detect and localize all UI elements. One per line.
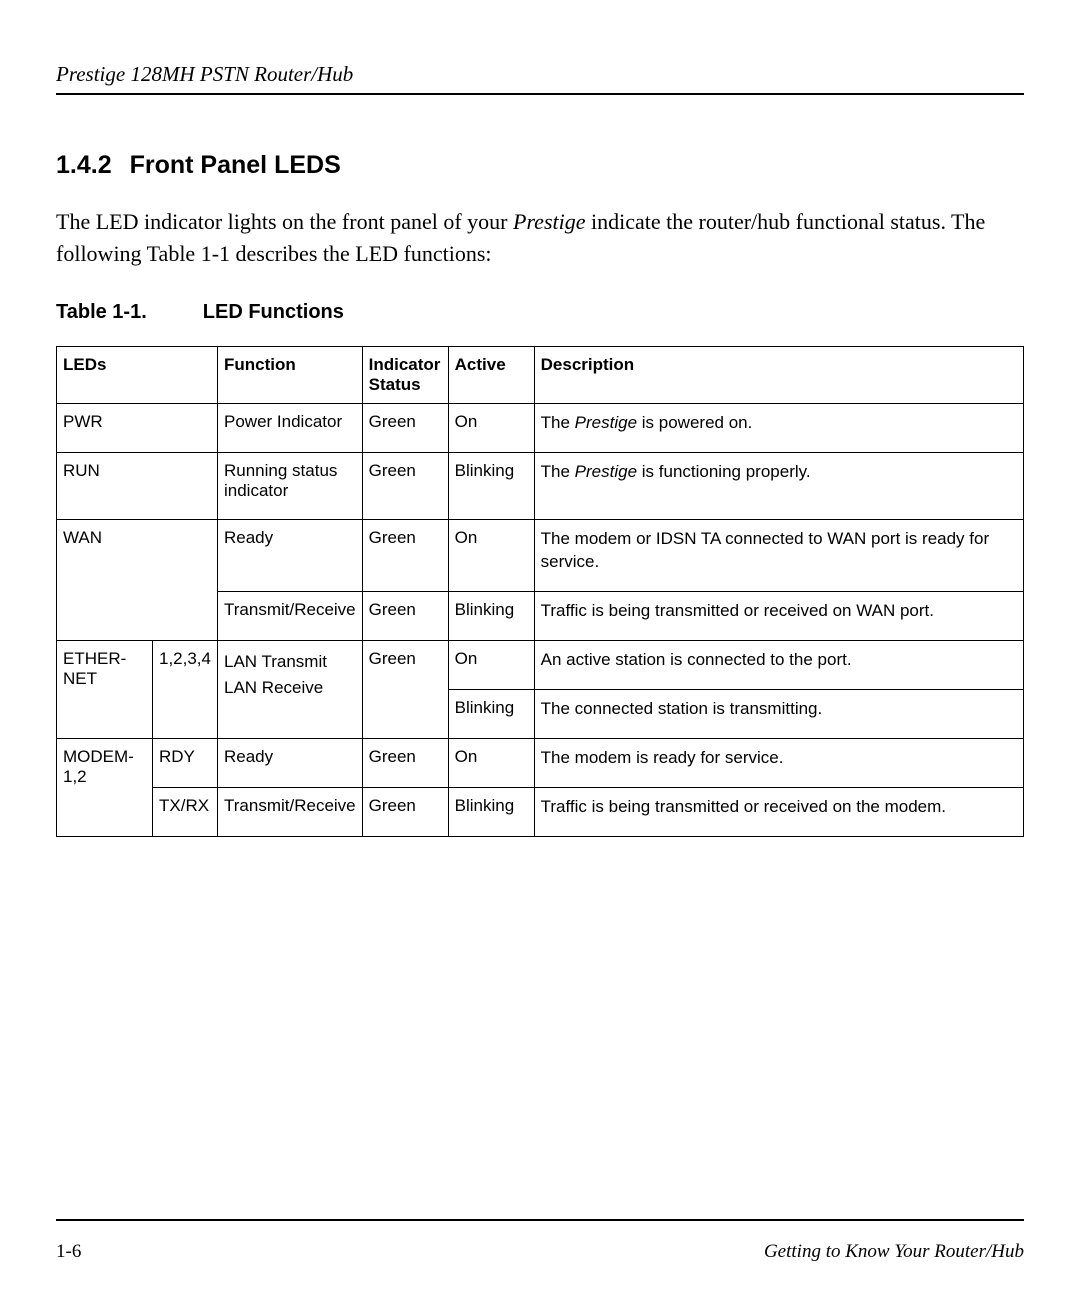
cell-indicator: Green <box>362 591 448 640</box>
cell-description: The Prestige is functioning properly. <box>534 453 1023 520</box>
cell-description: Traffic is being transmitted or received… <box>534 788 1023 837</box>
cell-active: Blinking <box>448 591 534 640</box>
table-row: WAN Ready Green On The modem or IDSN TA … <box>57 520 1024 591</box>
cell-function: Ready <box>218 738 363 787</box>
cell-led: RUN <box>57 453 218 520</box>
cell-description: The Prestige is powered on. <box>534 404 1023 453</box>
cell-led-sub: 1,2,3,4 <box>153 640 218 738</box>
cell-active: On <box>448 738 534 787</box>
cell-led: PWR <box>57 404 218 453</box>
cell-indicator: Green <box>362 788 448 837</box>
page-number: 1-6 <box>56 1241 81 1263</box>
section-title: Front Panel LEDS <box>130 151 341 179</box>
col-indicator: Indicator Status <box>362 347 448 404</box>
body-italic: Prestige <box>513 209 586 234</box>
table-caption-number: Table 1-1. <box>56 301 147 324</box>
table-row: TX/RX Transmit/Receive Green Blinking Tr… <box>57 788 1024 837</box>
cell-active: On <box>448 520 534 591</box>
col-description: Description <box>534 347 1023 404</box>
table-caption-title: LED Functions <box>203 301 344 323</box>
led-functions-table: LEDs Function Indicator Status Active De… <box>56 346 1024 837</box>
cell-description: The modem is ready for service. <box>534 738 1023 787</box>
cell-active: Blinking <box>448 453 534 520</box>
col-leds: LEDs <box>57 347 218 404</box>
cell-description: Traffic is being transmitted or received… <box>534 591 1023 640</box>
cell-indicator: Green <box>362 453 448 520</box>
footer-section: Getting to Know Your Router/Hub <box>764 1241 1024 1263</box>
col-active: Active <box>448 347 534 404</box>
col-function: Function <box>218 347 363 404</box>
cell-led-sub: RDY <box>153 738 218 787</box>
cell-led: MODEM-1,2 <box>57 738 153 836</box>
function-line: LAN Receive <box>224 675 356 701</box>
cell-indicator: Green <box>362 640 448 738</box>
cell-indicator: Green <box>362 738 448 787</box>
cell-indicator: Green <box>362 404 448 453</box>
table-row: ETHER-NET 1,2,3,4 LAN Transmit LAN Recei… <box>57 640 1024 689</box>
cell-led: WAN <box>57 520 218 640</box>
cell-description: The modem or IDSN TA connected to WAN po… <box>534 520 1023 591</box>
table-caption: Table 1-1. LED Functions <box>56 301 1024 324</box>
desc-italic: Prestige <box>575 413 637 432</box>
body-paragraph: The LED indicator lights on the front pa… <box>56 206 1024 269</box>
function-line: LAN Transmit <box>224 649 356 675</box>
cell-active: Blinking <box>448 788 534 837</box>
cell-led-sub: TX/RX <box>153 788 218 837</box>
cell-function: Ready <box>218 520 363 591</box>
body-text-pre: The LED indicator lights on the front pa… <box>56 209 513 234</box>
page-footer: 1-6 Getting to Know Your Router/Hub <box>56 1219 1024 1263</box>
cell-description: An active station is connected to the po… <box>534 640 1023 689</box>
desc-post: is functioning properly. <box>637 462 811 481</box>
cell-description: The connected station is transmitting. <box>534 689 1023 738</box>
header-title: Prestige 128MH PSTN Router/Hub <box>56 62 353 86</box>
cell-led: ETHER-NET <box>57 640 153 738</box>
section-heading: 1.4.2 Front Panel LEDS <box>56 151 1024 180</box>
table-row: MODEM-1,2 RDY Ready Green On The modem i… <box>57 738 1024 787</box>
document-header: Prestige 128MH PSTN Router/Hub <box>56 62 1024 95</box>
cell-function: Transmit/Receive <box>218 788 363 837</box>
cell-function: LAN Transmit LAN Receive <box>218 640 363 738</box>
desc-post: is powered on. <box>637 413 752 432</box>
table-row: PWR Power Indicator Green On The Prestig… <box>57 404 1024 453</box>
table-header-row: LEDs Function Indicator Status Active De… <box>57 347 1024 404</box>
cell-active: On <box>448 404 534 453</box>
cell-function: Transmit/Receive <box>218 591 363 640</box>
desc-pre: The <box>541 413 575 432</box>
cell-function: Running status indicator <box>218 453 363 520</box>
section-number: 1.4.2 <box>56 151 112 180</box>
cell-indicator: Green <box>362 520 448 591</box>
desc-italic: Prestige <box>575 462 637 481</box>
table-row: RUN Running status indicator Green Blink… <box>57 453 1024 520</box>
cell-active: Blinking <box>448 689 534 738</box>
cell-function: Power Indicator <box>218 404 363 453</box>
desc-pre: The <box>541 462 575 481</box>
cell-active: On <box>448 640 534 689</box>
